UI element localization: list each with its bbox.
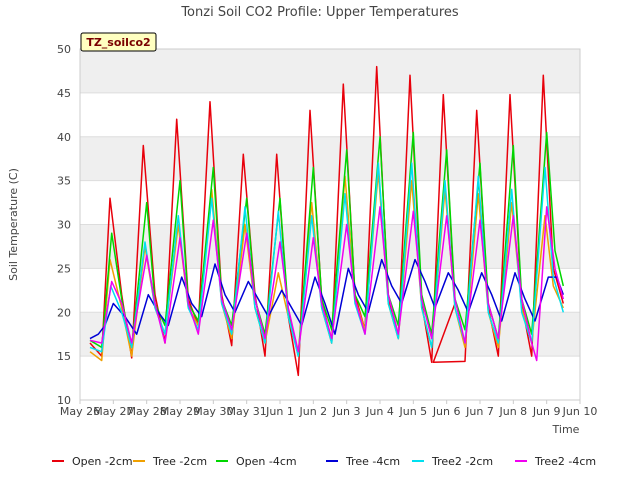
y-tick-labels: 10 15 20 25 30 35 40 45 50 bbox=[57, 43, 71, 407]
x-tick-label: Jun 2 bbox=[298, 405, 327, 418]
series-line-3 bbox=[89, 131, 565, 357]
x-axis-title: Time bbox=[552, 423, 580, 436]
x-tick-label: Jun 5 bbox=[398, 405, 427, 418]
series-layer bbox=[89, 65, 565, 377]
x-tick-label: Jun 7 bbox=[465, 405, 494, 418]
y-tick-label: 35 bbox=[57, 175, 71, 188]
x-tick-label: Jun 1 bbox=[265, 405, 294, 418]
y-tick-label: 30 bbox=[57, 219, 71, 232]
legend-label: Open -2cm bbox=[72, 455, 133, 468]
background-band bbox=[80, 224, 580, 269]
x-tick-label: May 26 bbox=[60, 405, 100, 418]
y-tick-label: 50 bbox=[57, 43, 71, 56]
series-line-4 bbox=[89, 258, 565, 340]
legend-label: Tree -4cm bbox=[345, 455, 400, 468]
legend-label: Tree2 -2cm bbox=[431, 455, 493, 468]
series-line-6 bbox=[89, 206, 565, 362]
y-tick-label: 15 bbox=[57, 350, 71, 363]
x-tick-label: May 30 bbox=[193, 405, 233, 418]
legend-label: Tree -2cm bbox=[152, 455, 207, 468]
x-tick-label: Jun 6 bbox=[432, 405, 461, 418]
y-axis-title: Soil Temperature (C) bbox=[7, 168, 20, 281]
legend-label: Open -4cm bbox=[236, 455, 297, 468]
x-tick-label: Jun 4 bbox=[365, 405, 394, 418]
background-band bbox=[80, 49, 580, 93]
background-band bbox=[80, 136, 580, 181]
chart-title: Tonzi Soil CO2 Profile: Upper Temperatur… bbox=[180, 5, 459, 20]
plot-frame bbox=[79, 48, 581, 401]
x-tick-label: Jun 3 bbox=[332, 405, 361, 418]
y-tick-label: 10 bbox=[57, 394, 71, 407]
legend: Open -2cm Tree -2cm Open -4cm Tree -4cm Tree… bbox=[52, 455, 596, 468]
x-tick-label: Jun 8 bbox=[498, 405, 527, 418]
legend-label: Tree2 -4cm bbox=[534, 455, 596, 468]
site-badge-box bbox=[80, 32, 157, 52]
x-tick-label: May 28 bbox=[127, 405, 167, 418]
x-tick-label: Jun 9 bbox=[532, 405, 561, 418]
x-tick-label: Jun 10 bbox=[562, 405, 598, 418]
x-tick-label: May 31 bbox=[227, 405, 267, 418]
y-tick-label: 45 bbox=[57, 87, 71, 100]
y-tick-label: 20 bbox=[57, 306, 71, 319]
x-tick-label: May 29 bbox=[160, 405, 200, 418]
x-tick-label: May 27 bbox=[93, 405, 133, 418]
y-tick-label: 25 bbox=[57, 262, 71, 275]
y-tick-label: 40 bbox=[57, 131, 71, 144]
site-badge: TZ_soilco2 bbox=[80, 32, 157, 52]
site-badge-label: TZ_soilco2 bbox=[86, 36, 150, 49]
